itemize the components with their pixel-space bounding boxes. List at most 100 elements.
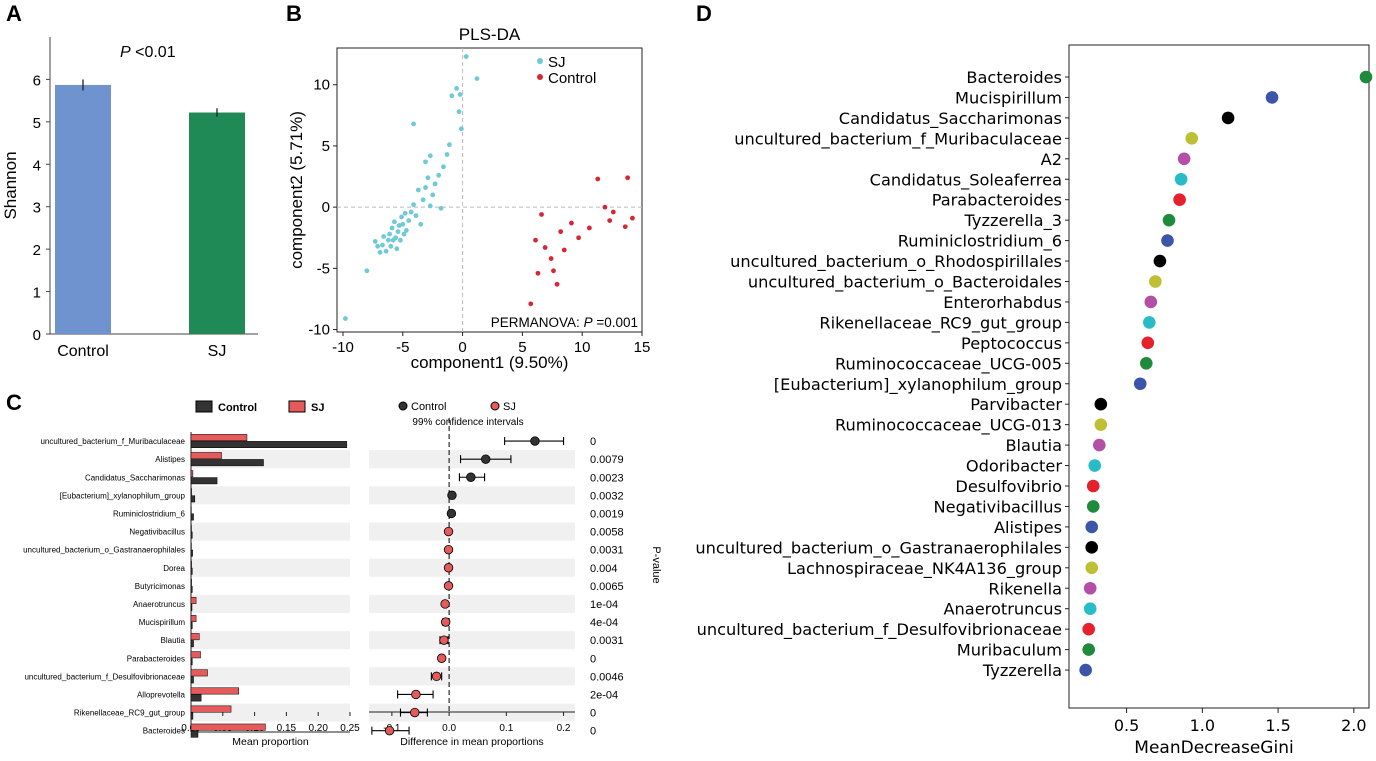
- diff-point-uncultured-bacterium-f-desulfovibrionaceae: [431, 671, 442, 682]
- legend-label-control: Control: [548, 70, 596, 87]
- p-value-ruminiclostridium-6: 0.0019: [590, 508, 624, 520]
- point-control: [607, 218, 613, 224]
- point-sj: [400, 221, 406, 227]
- point-sj: [342, 316, 348, 321]
- bar-sj-rikenellaceae-rc9-gut-group: [190, 705, 232, 713]
- x-tick-label: 2.0: [1341, 716, 1366, 735]
- importance-point-candidatus-soleaferrea: [1174, 172, 1188, 186]
- legend-marker-sj: [537, 58, 543, 64]
- bar-sj: [189, 112, 245, 334]
- y-tick-label: 6: [33, 72, 41, 89]
- row-stripe-right: [369, 667, 575, 686]
- x-tick-label: 0: [458, 339, 466, 356]
- category-label-uncultured-bacterium-f-muribaculaceae: uncultured_bacterium_f_Muribaculaceae: [40, 437, 185, 446]
- point-sj: [389, 225, 395, 231]
- point-sj: [394, 246, 400, 252]
- category-label-a2: A2: [1041, 150, 1062, 169]
- bar-control-alistipes: [190, 459, 264, 467]
- category-label-odoribacter: Odoribacter: [966, 457, 1062, 476]
- x-tick-label-right: 0.1: [499, 723, 513, 734]
- y-tick-label: 1: [33, 285, 41, 302]
- category-label-anaerotruncus: Anaerotruncus: [133, 600, 185, 609]
- p-value-alloprevotella: 2e-04: [590, 689, 618, 701]
- category-label-eubacterium-xylanophilum-group: [Eubacterium]_xylanophilum_group: [774, 375, 1062, 395]
- point-sj: [399, 214, 404, 220]
- p-value-text: <0.01: [131, 44, 176, 61]
- x-tick-label-left: 0.20: [308, 723, 328, 734]
- category-label-alloprevotella: Alloprevotella: [137, 690, 186, 699]
- point-sj: [427, 203, 433, 209]
- point-sj: [456, 109, 462, 115]
- point-sj: [474, 76, 480, 82]
- importance-point-ruminiclostridium-6: [1161, 234, 1174, 247]
- row-stripe-right: [369, 522, 575, 541]
- category-label-uncultured-bacterium-o-gastranaerophilales: uncultured_bacterium_o_Gastranaerophilal…: [695, 538, 1062, 558]
- bar-sj-uncultured-bacterium-f-muribaculaceae: [190, 434, 248, 442]
- x-axis-label-left: Mean proportion: [232, 736, 309, 748]
- p-symbol: P: [120, 44, 131, 61]
- bar-sj-eubacterium-xylanophilum-group: [190, 488, 192, 496]
- category-label-enterorhabdus: Enterorhabdus: [943, 293, 1062, 312]
- importance-point-mucispirillum: [1265, 91, 1279, 104]
- importance-point-alistipes: [1085, 520, 1099, 534]
- point-sj: [449, 93, 455, 99]
- x-tick-label: 15: [634, 339, 651, 356]
- p-value-eubacterium-xylanophilum-group: 0.0032: [590, 490, 624, 502]
- x-axis-label: component1 (9.50%): [411, 353, 569, 372]
- point-control: [595, 176, 601, 182]
- category-label-tyzzerella-3: Tyzzerella_3: [964, 211, 1062, 231]
- category-label-rikenellaceae-rc9-gut-group: Rikenellaceae_RC9_gut_group: [74, 709, 186, 718]
- importance-point-enterorhabdus: [1144, 295, 1158, 309]
- bar-control-parabacteroides: [190, 658, 193, 666]
- point-sj: [457, 92, 463, 97]
- category-label-lachnospiraceae-nk4a136-group: Lachnospiraceae_NK4A136_group: [787, 559, 1062, 579]
- row-stripe-left: [191, 486, 350, 505]
- importance-point-uncultured-bacterium-o-gastranaerophilales: [1085, 541, 1099, 554]
- category-label-uncultured-bacterium-f-desulfovibrionaceae: uncultured_bacterium_f_Desulfovibrionace…: [24, 672, 185, 681]
- x-tick-label: -10: [332, 339, 354, 356]
- panel-letter-c: C: [6, 390, 22, 415]
- importance-point-a2: [1177, 152, 1191, 166]
- point-control: [554, 281, 560, 287]
- point-control: [561, 247, 567, 253]
- category-label-butyricimonas: Butyricimonas: [135, 582, 185, 591]
- importance-point-ruminococcaceae-ucg-013: [1094, 418, 1108, 431]
- point-control: [558, 229, 564, 235]
- category-label-blautia: Blautia: [1005, 436, 1062, 455]
- bar-control-dorea: [190, 567, 193, 575]
- x-axis-label-right: Difference in mean proportions: [400, 736, 543, 748]
- point-sj: [372, 239, 378, 244]
- category-label-alistipes: Alistipes: [155, 455, 185, 464]
- point-sj: [444, 152, 450, 157]
- p-value-blautia: 0.0031: [590, 635, 624, 647]
- category-label-uncultured-bacterium-o-gastranaerophilales: uncultured_bacterium_o_Gastranaerophilal…: [23, 546, 185, 555]
- point-sj: [411, 202, 416, 208]
- point-control: [548, 256, 554, 261]
- p-value-bacteroides: 0: [590, 726, 596, 738]
- legend-label-sj-ci: SJ: [503, 401, 516, 413]
- bar-sj-dorea: [190, 560, 192, 568]
- plot-frame: [1068, 44, 1370, 709]
- row-stripe-right: [369, 558, 575, 577]
- category-label-ruminococcaceae-ucg-005: Ruminococcaceae_UCG-005: [835, 354, 1062, 374]
- bar-control-rikenellaceae-rc9-gut-group: [190, 712, 194, 720]
- row-stripe-right: [369, 631, 575, 650]
- category-label-parvibacter: Parvibacter: [970, 395, 1062, 414]
- point-sj: [381, 234, 387, 239]
- legend-label-control: Control: [218, 402, 257, 414]
- category-label-desulfovibrio: Desulfovibrio: [955, 477, 1062, 496]
- diff-point-anaerotruncus: [440, 599, 450, 609]
- point-sj: [463, 54, 469, 59]
- bar-control-ruminiclostridium-6: [190, 513, 194, 521]
- point-control: [528, 301, 534, 307]
- legend-marker-control: [537, 74, 543, 80]
- y-tick-label: 0: [33, 327, 41, 344]
- category-label-negativibacillus: Negativibacillus: [129, 528, 185, 537]
- panel-letter-d: D: [696, 1, 712, 26]
- bar-sj-blautia: [190, 633, 200, 641]
- point-sj: [454, 85, 460, 91]
- x-tick-label-left: 0.25: [340, 723, 360, 734]
- point-control: [535, 270, 541, 276]
- x-tick-label: 1.5: [1265, 716, 1290, 735]
